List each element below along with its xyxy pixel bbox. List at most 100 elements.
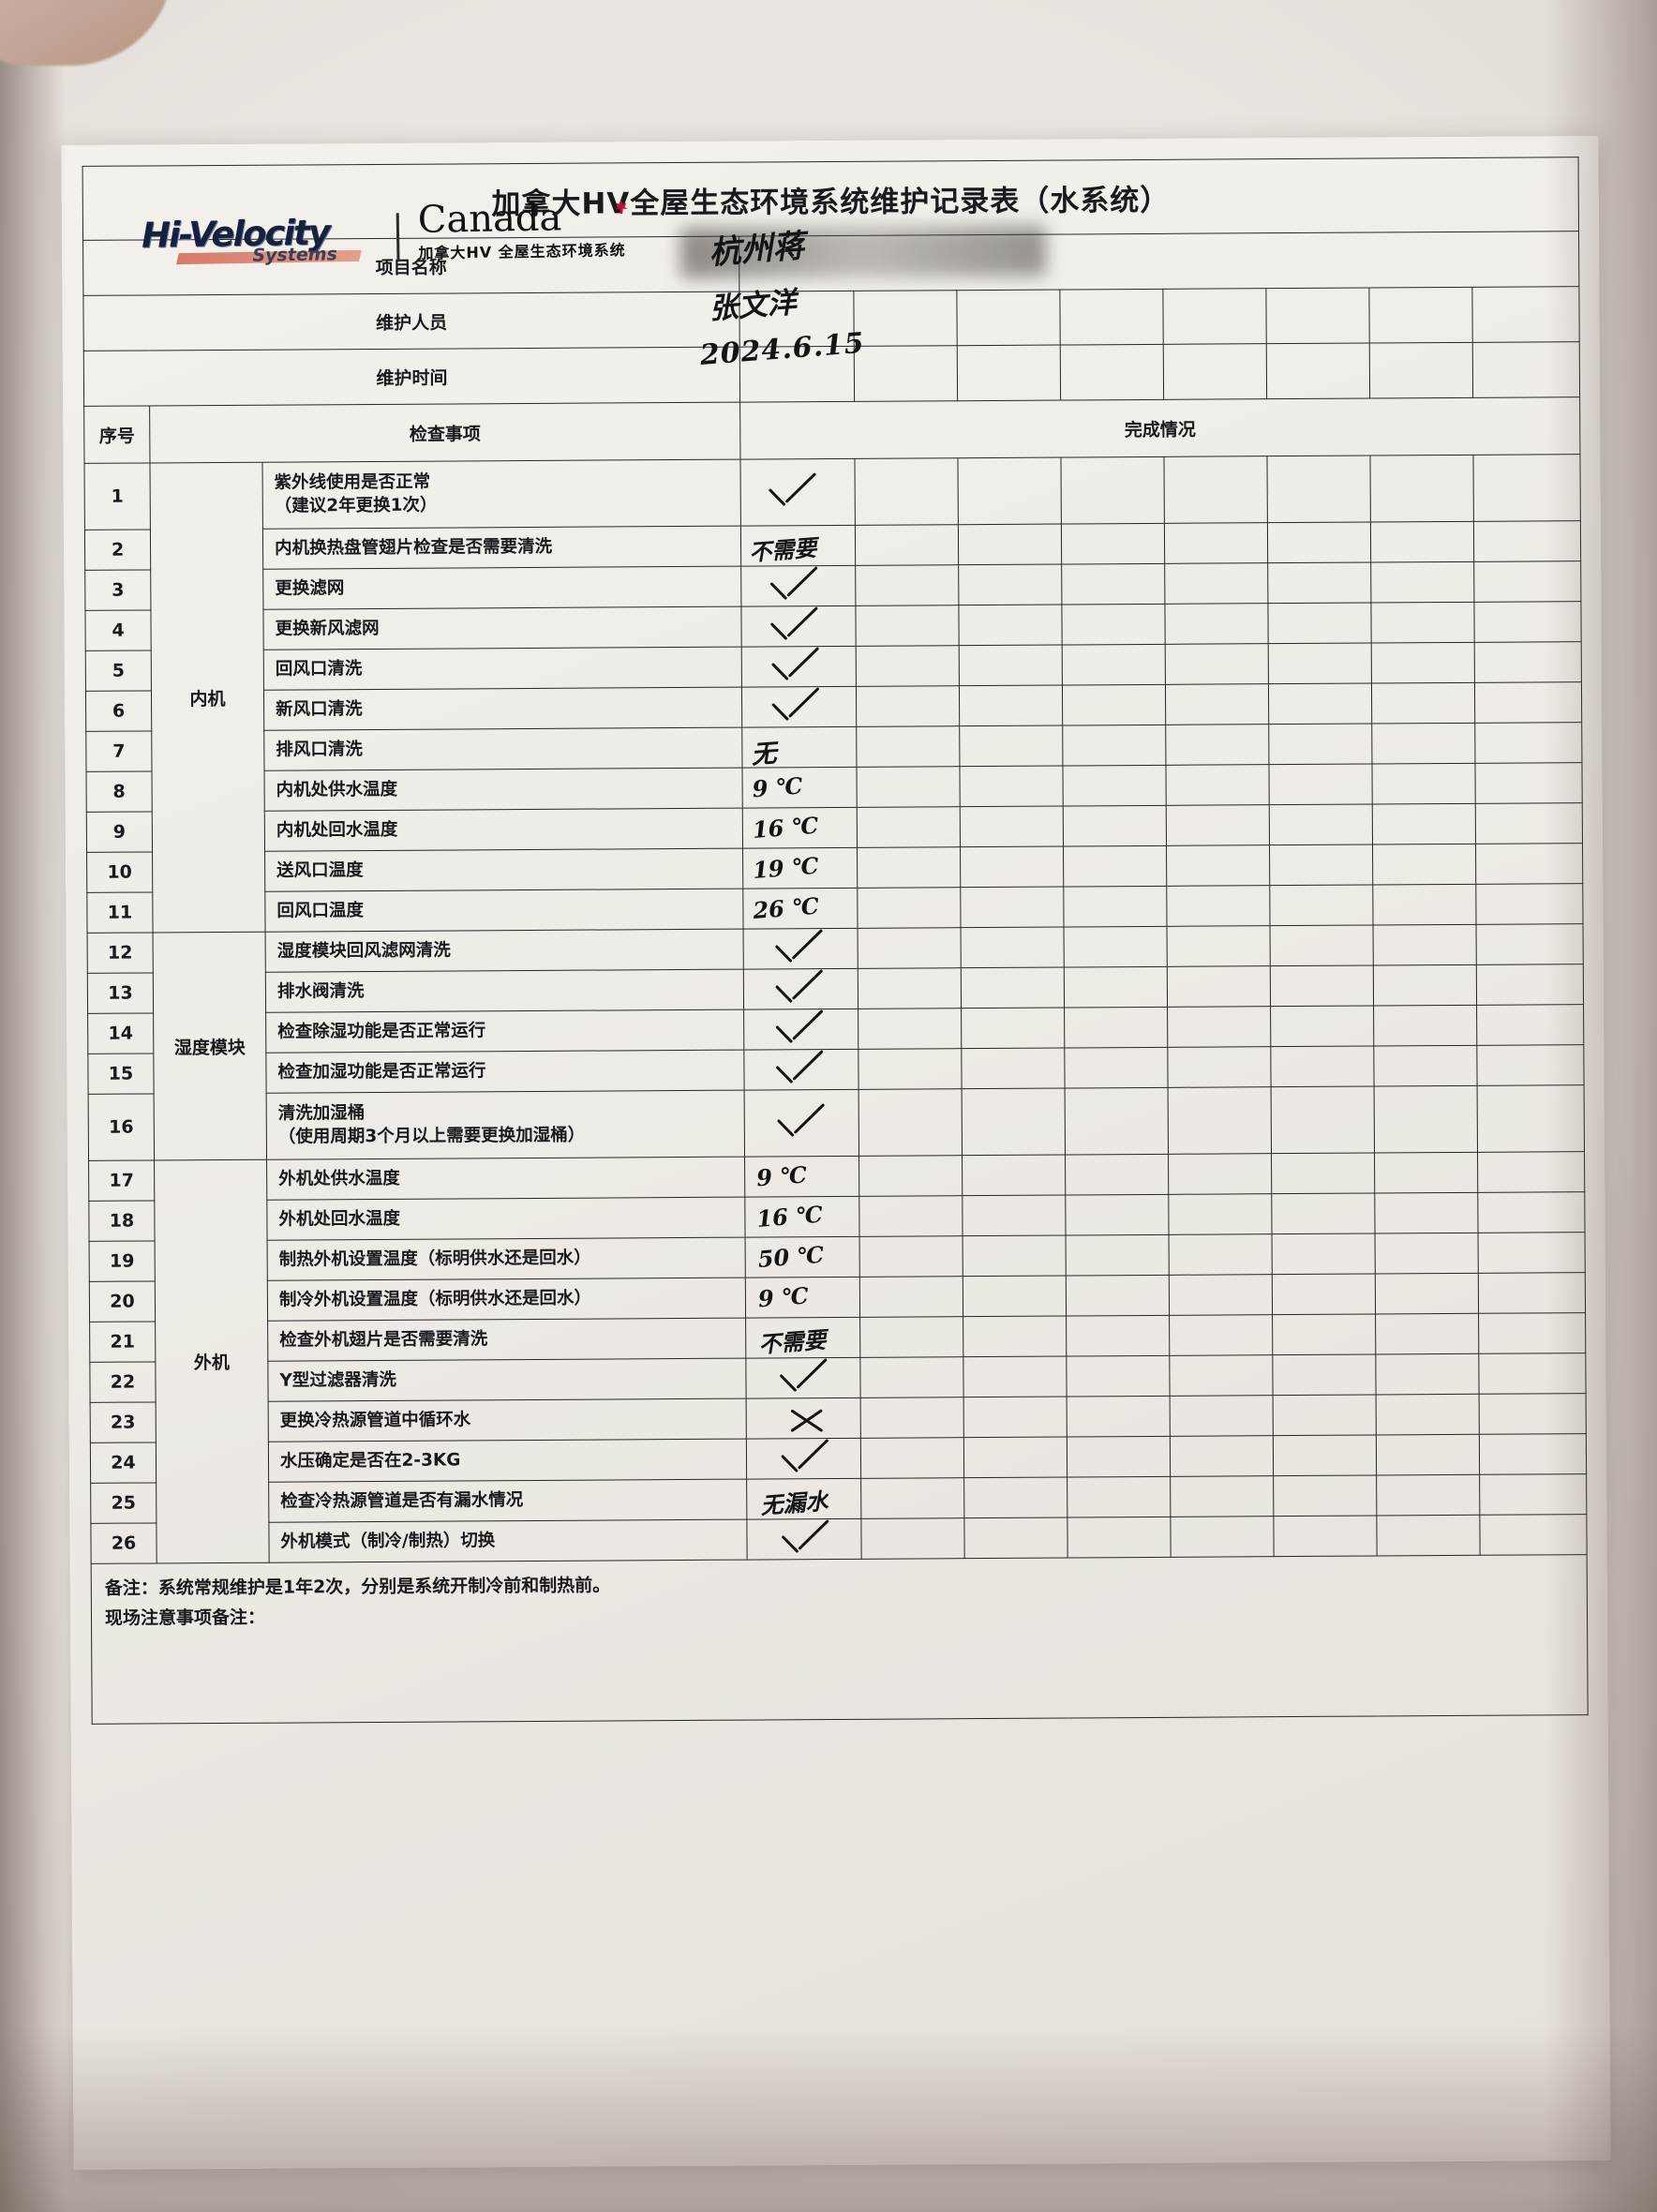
status-cell-current[interactable]: [739, 458, 856, 527]
status-cell-7[interactable]: [1373, 1005, 1477, 1046]
status-cell-5[interactable]: [1165, 683, 1269, 725]
status-cell-8[interactable]: [1477, 1084, 1585, 1153]
status-cell-8[interactable]: [1479, 1514, 1588, 1556]
status-cell-current[interactable]: [746, 1478, 861, 1520]
status-cell-3[interactable]: [963, 1517, 1068, 1559]
status-cell-7[interactable]: [1372, 844, 1476, 885]
status-cell-2[interactable]: [860, 1517, 965, 1560]
status-cell-8[interactable]: [1472, 454, 1581, 522]
status-cell-3[interactable]: [959, 645, 1063, 686]
status-cell-current[interactable]: [746, 1397, 861, 1440]
staff-cell-7[interactable]: [1368, 287, 1473, 344]
staff-cell-3[interactable]: [956, 290, 1061, 346]
status-cell-5[interactable]: [1164, 603, 1269, 645]
status-cell-7[interactable]: [1374, 1152, 1478, 1193]
status-cell-6[interactable]: [1271, 1192, 1376, 1234]
status-cell-current[interactable]: [741, 726, 857, 769]
status-cell-3[interactable]: [963, 1276, 1067, 1317]
status-cell-6[interactable]: [1271, 1085, 1375, 1154]
status-cell-6[interactable]: [1267, 522, 1371, 563]
status-cell-6[interactable]: [1272, 1273, 1376, 1315]
status-cell-8[interactable]: [1479, 1473, 1588, 1516]
status-cell-3[interactable]: [960, 846, 1064, 888]
status-cell-current[interactable]: [745, 1236, 860, 1278]
status-cell-8[interactable]: [1476, 1044, 1585, 1086]
status-cell-4[interactable]: [1065, 1087, 1169, 1156]
status-cell-2[interactable]: [857, 846, 961, 889]
status-cell-2[interactable]: [860, 1437, 964, 1479]
status-cell-current[interactable]: [744, 1196, 860, 1238]
status-cell-8[interactable]: [1478, 1353, 1587, 1395]
status-cell-2[interactable]: [858, 1155, 963, 1197]
status-cell-current[interactable]: [741, 646, 857, 688]
status-cell-current[interactable]: [742, 847, 858, 889]
status-cell-6[interactable]: [1272, 1353, 1377, 1396]
status-cell-2[interactable]: [857, 806, 961, 848]
status-cell-2[interactable]: [858, 1048, 963, 1090]
status-cell-4[interactable]: [1067, 1517, 1172, 1558]
date-cell-5[interactable]: [1163, 343, 1267, 400]
status-cell-3[interactable]: [963, 1235, 1067, 1277]
status-cell-2[interactable]: [859, 1235, 963, 1278]
status-cell-4[interactable]: [1062, 765, 1167, 807]
status-cell-4[interactable]: [1062, 725, 1166, 767]
staff-cell-2[interactable]: [853, 290, 958, 347]
status-cell-2[interactable]: [857, 887, 962, 929]
status-cell-8[interactable]: [1478, 1272, 1586, 1314]
status-cell-4[interactable]: [1063, 886, 1168, 928]
status-cell-8[interactable]: [1476, 964, 1584, 1006]
status-cell-3[interactable]: [962, 1088, 1066, 1156]
status-cell-8[interactable]: [1475, 802, 1583, 844]
status-cell-4[interactable]: [1064, 966, 1168, 1009]
status-cell-7[interactable]: [1372, 884, 1477, 925]
status-cell-8[interactable]: [1479, 1393, 1587, 1435]
status-cell-4[interactable]: [1061, 523, 1165, 565]
status-cell-current[interactable]: [740, 565, 856, 607]
staff-cell-5[interactable]: [1162, 288, 1267, 345]
field-value-date[interactable]: [739, 346, 855, 403]
status-cell-7[interactable]: [1375, 1273, 1479, 1314]
status-cell-2[interactable]: [855, 524, 959, 566]
status-cell-4[interactable]: [1065, 1154, 1169, 1196]
status-cell-3[interactable]: [958, 524, 1062, 565]
status-cell-7[interactable]: [1376, 1394, 1480, 1435]
status-cell-5[interactable]: [1167, 925, 1271, 967]
status-cell-5[interactable]: [1170, 1516, 1275, 1558]
status-cell-8[interactable]: [1476, 923, 1584, 965]
status-cell-6[interactable]: [1273, 1434, 1377, 1476]
status-cell-current[interactable]: [746, 1438, 861, 1480]
status-cell-8[interactable]: [1478, 1312, 1586, 1354]
status-cell-5[interactable]: [1165, 764, 1270, 806]
status-cell-4[interactable]: [1062, 684, 1166, 726]
status-cell-4[interactable]: [1067, 1396, 1171, 1438]
status-cell-8[interactable]: [1474, 722, 1583, 764]
status-cell-current[interactable]: [742, 807, 858, 849]
status-cell-6[interactable]: [1268, 682, 1372, 725]
status-cell-3[interactable]: [963, 1477, 1067, 1518]
status-cell-8[interactable]: [1473, 520, 1581, 562]
status-cell-current[interactable]: [743, 928, 858, 970]
status-cell-7[interactable]: [1369, 455, 1474, 523]
status-cell-5[interactable]: [1170, 1395, 1274, 1437]
field-value-staff[interactable]: [739, 291, 855, 348]
status-cell-4[interactable]: [1064, 1007, 1168, 1049]
status-cell-current[interactable]: [744, 1156, 859, 1198]
status-cell-5[interactable]: [1166, 804, 1270, 846]
status-cell-4[interactable]: [1060, 456, 1165, 525]
status-cell-6[interactable]: [1273, 1474, 1377, 1517]
status-cell-6[interactable]: [1270, 1005, 1374, 1047]
status-cell-7[interactable]: [1372, 803, 1476, 844]
status-cell-6[interactable]: [1272, 1233, 1376, 1275]
status-cell-6[interactable]: [1267, 603, 1372, 644]
status-cell-5[interactable]: [1169, 1274, 1273, 1316]
status-cell-2[interactable]: [859, 1276, 963, 1318]
status-cell-8[interactable]: [1478, 1232, 1586, 1274]
status-cell-2[interactable]: [855, 605, 960, 647]
status-cell-7[interactable]: [1371, 763, 1476, 804]
status-cell-5[interactable]: [1168, 1193, 1273, 1235]
status-cell-8[interactable]: [1477, 1191, 1586, 1233]
status-cell-8[interactable]: [1473, 560, 1582, 603]
date-cell-8[interactable]: [1472, 341, 1580, 398]
status-cell-8[interactable]: [1473, 601, 1582, 643]
status-cell-7[interactable]: [1375, 1233, 1479, 1274]
